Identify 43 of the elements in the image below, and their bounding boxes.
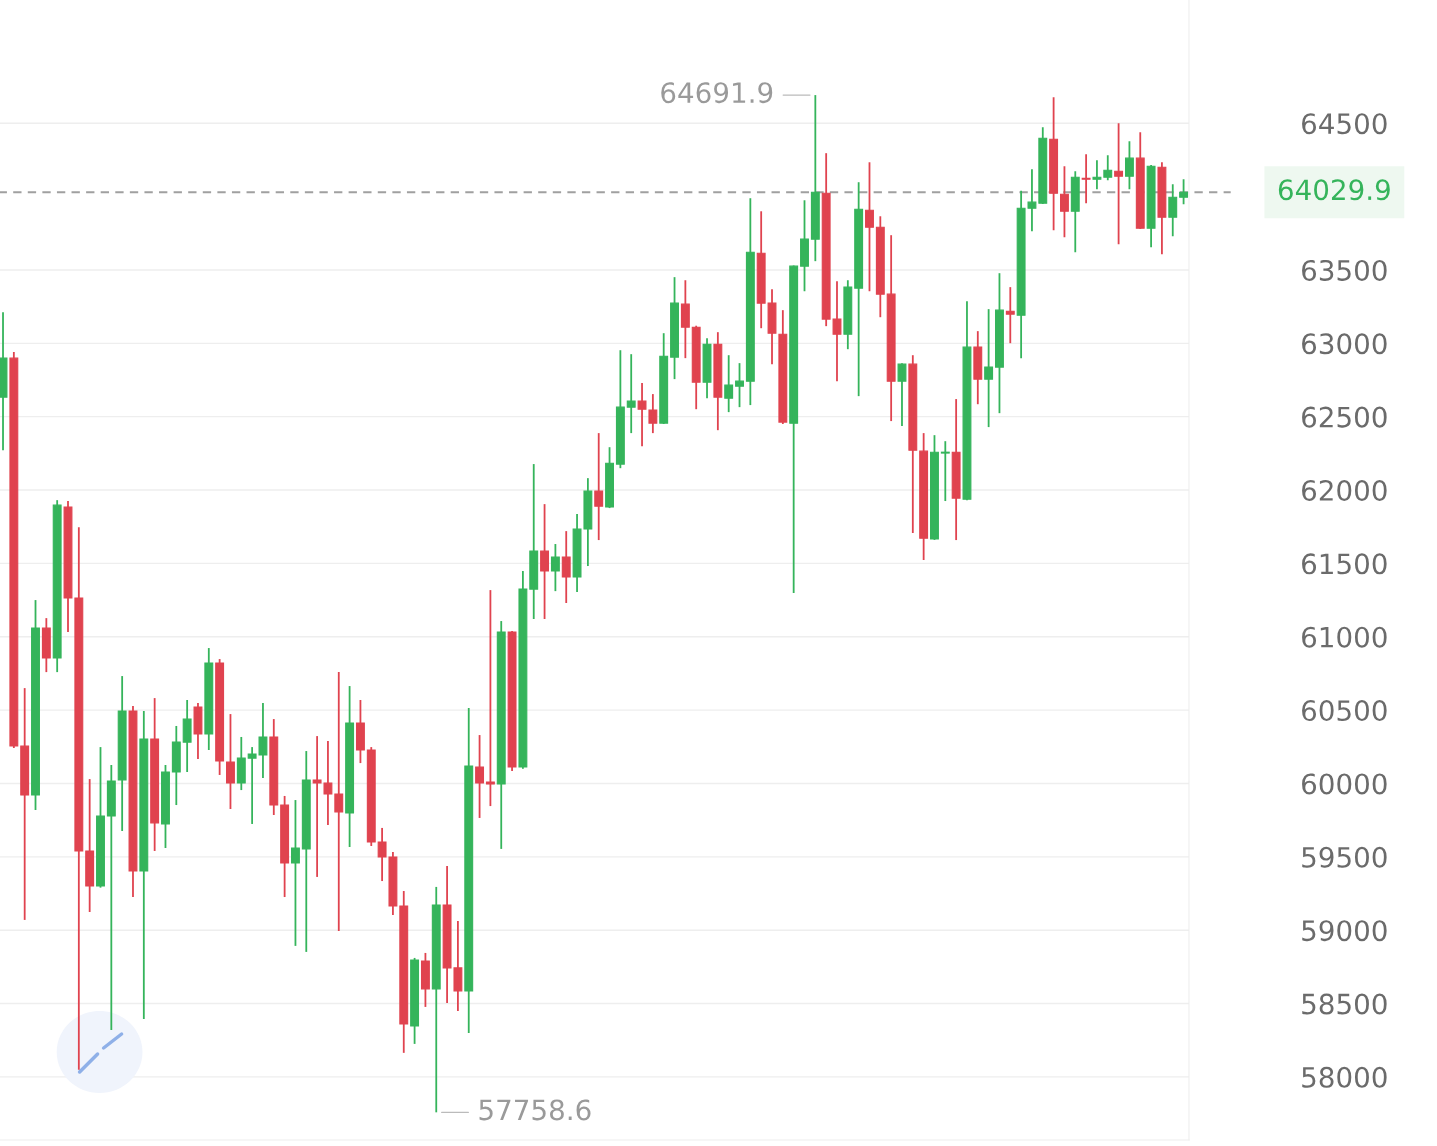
candlestick — [161, 764, 170, 849]
candlestick — [626, 353, 636, 435]
candlestick — [897, 362, 907, 427]
y-tick-label: 64500 — [1302, 113, 1387, 135]
candlestick — [670, 276, 679, 381]
annotation: 64691.9 — [661, 82, 773, 104]
candlestick — [865, 161, 874, 293]
candlestick — [290, 799, 300, 947]
candlestick — [420, 952, 430, 1008]
candlestick — [962, 300, 972, 502]
candlestick — [800, 199, 809, 293]
ref-line-label: 64029.9 — [1278, 179, 1390, 201]
annotation: 57758.6 — [479, 1099, 591, 1121]
candlestick — [485, 589, 495, 807]
y-tick-label: 60500 — [1302, 700, 1387, 722]
candlestick — [410, 957, 420, 1045]
candlestick — [1059, 165, 1069, 239]
candlestick — [1124, 140, 1134, 191]
candlestick — [735, 362, 744, 409]
y-tick-label: 59500 — [1302, 846, 1387, 868]
candlestick — [930, 434, 939, 541]
y-tick-label: 61500 — [1302, 553, 1387, 575]
y-tick-label: 58000 — [1302, 1066, 1387, 1088]
y-tick-label: 63500 — [1302, 259, 1387, 281]
y-tick-label: 62500 — [1302, 406, 1387, 428]
candlestick — [702, 337, 712, 400]
candlestick — [540, 503, 550, 620]
candlestick — [605, 446, 615, 509]
candlestick — [193, 702, 203, 760]
candlestick — [995, 272, 1004, 415]
candlestick — [355, 699, 365, 764]
y-tick-label: 62000 — [1302, 479, 1387, 501]
y-tick-label: 58500 — [1302, 993, 1387, 1015]
y-tick-label: 59000 — [1302, 920, 1387, 942]
candlestick — [226, 713, 235, 810]
y-tick-label: 60000 — [1302, 773, 1387, 795]
candlestick — [31, 599, 40, 811]
y-tick-label: 61000 — [1302, 626, 1387, 648]
candlestick — [475, 734, 485, 819]
candlestick — [96, 746, 105, 889]
candlestick — [128, 705, 138, 898]
y-tick-label: 63000 — [1302, 333, 1387, 355]
candlestick — [1179, 178, 1189, 206]
